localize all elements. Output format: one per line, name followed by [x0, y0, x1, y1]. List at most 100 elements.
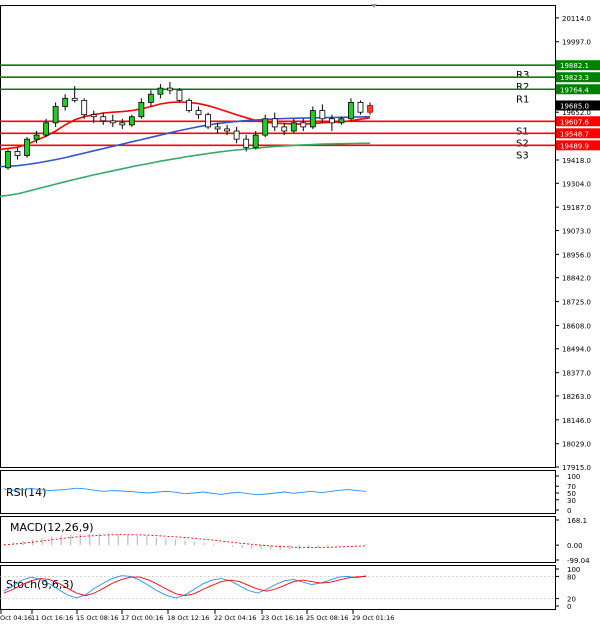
candle-body — [262, 118, 269, 136]
macd-histogram — [3, 533, 367, 550]
time-tick-label: 11 Oct 16:16 — [31, 614, 73, 622]
candle — [309, 106, 316, 129]
macd-panel-frame — [0, 516, 556, 563]
candle — [119, 118, 126, 129]
indicator-tick-label: -99.04 — [567, 557, 590, 565]
candle-body — [147, 93, 154, 103]
level-label-s3: S3 — [516, 150, 529, 161]
candle-body — [367, 105, 373, 113]
price-tick-label: 18377.0 — [562, 370, 591, 378]
candle-body — [300, 122, 307, 128]
candle-body — [43, 122, 50, 136]
price-badge — [556, 140, 600, 151]
price-badge-label: 19548.7 — [560, 130, 589, 138]
price-axis: 20114.0 19997.0 19882.1 19764.4 19685.019652… — [555, 15, 591, 472]
candle — [176, 88, 183, 103]
candle — [290, 118, 297, 134]
price-badge — [556, 100, 600, 111]
price-tick-label: 19187.0 — [562, 204, 591, 212]
price-tick-label: 18608.0 — [562, 322, 591, 330]
price-tick-label: 18842.0 — [562, 275, 591, 283]
candle — [109, 114, 116, 127]
candle — [100, 112, 107, 125]
candle — [90, 110, 97, 123]
price-badge-label: 19607.6 — [560, 118, 589, 126]
indicator-tick-label: 168.1 — [567, 517, 587, 525]
indicator-line — [3, 487, 367, 496]
candle — [224, 124, 231, 136]
level-label-s1: S1 — [516, 126, 529, 137]
candle-body — [81, 99, 88, 116]
candle-body — [348, 102, 354, 120]
scroll-marker-icon[interactable] — [371, 4, 377, 8]
indicator-tick-label: 80 — [567, 573, 576, 581]
candle-body — [14, 151, 21, 156]
price-badge-label: 19764.4 — [560, 86, 589, 94]
rsi-panel-frame — [0, 470, 556, 514]
time-tick-label: Oct 04:16 — [0, 614, 32, 622]
moving-average-line — [0, 142, 370, 198]
candle — [157, 84, 164, 99]
candle-body — [224, 128, 231, 132]
candle-body — [167, 87, 173, 91]
price-tick-label: 18263.0 — [562, 393, 591, 401]
time-tick-label: 18 Oct 12:16 — [167, 614, 209, 622]
price-tick-label: 19997.0 — [562, 39, 591, 47]
price-tick-label: 18146.0 — [562, 417, 591, 425]
time-tick-label: 22 Oct 04:16 — [214, 614, 256, 622]
rsi-line — [3, 487, 367, 496]
candle-body — [319, 110, 326, 120]
indicator-tick-label: 70 — [567, 483, 576, 491]
candle-body — [128, 116, 135, 126]
candle-body — [233, 130, 240, 140]
macd-signal-line — [3, 534, 367, 548]
candle-body — [33, 134, 40, 140]
candle-body — [243, 138, 250, 148]
candle — [186, 98, 192, 113]
price-tick-label: 18956.0 — [562, 251, 591, 259]
candle — [138, 98, 145, 119]
candle — [205, 112, 211, 129]
candle — [243, 135, 250, 152]
indicator-tick-label: 20 — [567, 596, 576, 604]
candle — [233, 126, 240, 144]
price-badge-label: 19685.0 — [560, 102, 589, 110]
candle — [62, 94, 69, 111]
price-tick-label: 20114.0 — [562, 15, 591, 23]
macd-title: MACD(12,26,9) — [10, 521, 94, 534]
candle — [281, 122, 288, 136]
stoch-lines — [0, 575, 555, 599]
price-tick-label: 19304.0 — [562, 180, 591, 188]
level-label-r2: R2 — [516, 82, 529, 93]
candle-body — [62, 97, 69, 107]
candle — [214, 122, 221, 134]
indicator-line — [3, 575, 367, 599]
candle — [14, 147, 21, 160]
indicator-tick-label: 0 — [567, 603, 571, 611]
price-tick-label: 19652.0 — [562, 109, 591, 117]
indicator-tick-label: 0.00 — [567, 542, 583, 550]
candle — [167, 81, 173, 95]
price-badge-label: 19489.9 — [560, 142, 589, 150]
price-badge — [556, 116, 600, 127]
candle-body — [195, 110, 202, 116]
candle — [195, 106, 202, 119]
candle — [367, 102, 373, 115]
candle — [5, 149, 11, 170]
stoch-panel-frame — [0, 565, 556, 610]
price-badge — [556, 60, 600, 71]
candle — [33, 131, 40, 144]
rsi-title: RSI(14) — [6, 486, 46, 499]
candle-body — [290, 122, 297, 132]
candle-body — [186, 99, 192, 111]
level-label-r3: R3 — [516, 70, 529, 81]
price-tick-label: 18725.0 — [562, 299, 591, 307]
candle — [348, 98, 354, 121]
candle — [81, 98, 88, 119]
indicator-tick-label: 50 — [567, 490, 576, 498]
candle-body — [24, 138, 30, 156]
time-tick-label: 25 Oct 08:16 — [306, 614, 348, 622]
